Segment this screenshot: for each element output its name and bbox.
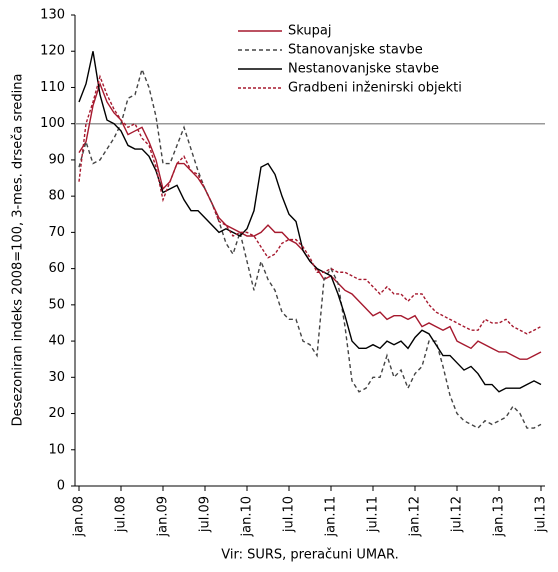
- x-tick-label: jul.10: [282, 496, 297, 533]
- y-tick-label: 110: [40, 80, 65, 95]
- x-tick-label: jan.09: [156, 496, 171, 538]
- y-tick-label: 100: [40, 116, 65, 131]
- x-tick-label: jan.12: [408, 496, 423, 538]
- x-tick-label: jan.08: [72, 496, 87, 538]
- legend-label: Skupaj: [288, 24, 331, 39]
- x-tick-label: jul.11: [366, 496, 381, 533]
- series-line: [78, 51, 542, 393]
- x-axis-label: Vir: SURS, preračuni UMAR.: [221, 548, 398, 563]
- y-tick-label: 50: [48, 297, 65, 312]
- y-tick-label: 120: [40, 44, 65, 59]
- x-tick-label: jul.09: [198, 496, 213, 533]
- legend-label: Gradbeni inženirski objekti: [288, 81, 462, 96]
- series-line: [78, 67, 542, 429]
- x-tick-label: jan.10: [240, 496, 255, 538]
- x-tick-label: jan.11: [324, 496, 339, 538]
- x-tick-label: jul.12: [450, 496, 465, 533]
- y-tick-label: 40: [48, 334, 65, 349]
- y-tick-label: 10: [48, 442, 65, 457]
- series-line: [78, 74, 542, 335]
- y-axis-label: Desezoniran indeks 2008=100, 3-mes. drse…: [11, 74, 26, 427]
- y-tick-label: 60: [48, 261, 65, 276]
- x-tick-label: jul.08: [114, 496, 129, 533]
- y-tick-label: 30: [48, 370, 65, 385]
- y-tick-label: 90: [48, 152, 65, 167]
- legend-label: Nestanovanjske stavbe: [288, 62, 439, 77]
- x-tick-label: jul.13: [534, 496, 549, 533]
- y-tick-label: 70: [48, 225, 65, 240]
- legend-label: Stanovanjske stavbe: [288, 43, 423, 58]
- y-tick-label: 80: [48, 189, 65, 204]
- y-tick-label: 130: [40, 8, 65, 23]
- y-tick-label: 0: [57, 479, 65, 494]
- y-tick-label: 20: [48, 406, 65, 421]
- series-line: [78, 81, 542, 360]
- x-tick-label: jan.13: [492, 496, 507, 538]
